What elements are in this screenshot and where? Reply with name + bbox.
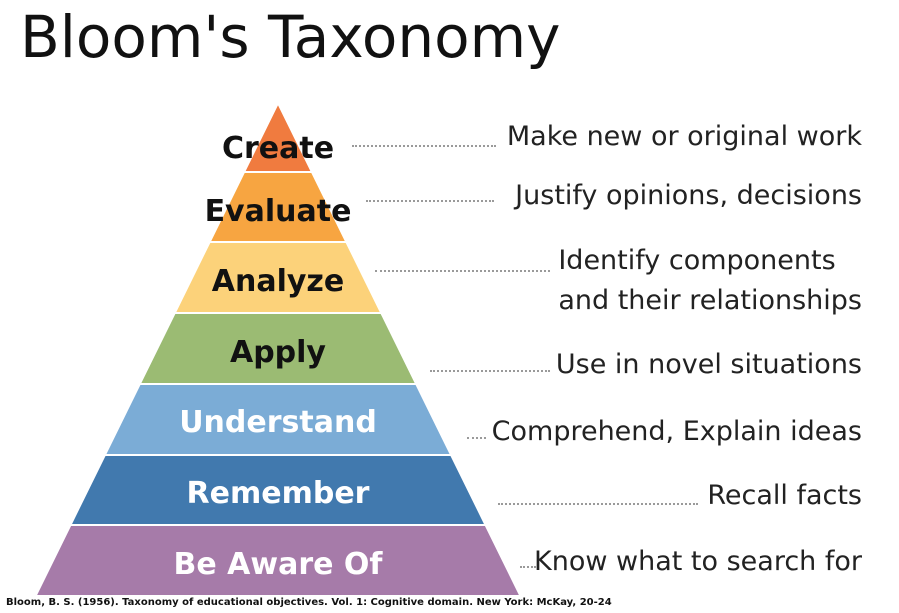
description-line: Know what to search for <box>534 546 862 577</box>
description-line: Use in novel situations <box>555 349 862 380</box>
citation: Bloom, B. S. (1956). Taxonomy of educati… <box>6 597 612 608</box>
leader-line <box>520 566 536 568</box>
description-line: Justify opinions, decisions <box>515 180 862 211</box>
level-description-understand: Comprehend, Explain ideas <box>492 412 862 452</box>
level-label-be-aware-of: Be Aware Of <box>174 547 384 582</box>
description-line: Make new or original work <box>506 121 862 152</box>
description-line: Recall facts <box>707 480 862 511</box>
leader-line <box>430 370 550 372</box>
level-description-analyze: Identify components and their relationshi… <box>558 241 862 321</box>
pyramid-band-be-aware-of <box>33 524 523 597</box>
leader-line <box>467 437 486 439</box>
description-line: and their relationships <box>558 285 862 316</box>
leader-line <box>375 270 550 272</box>
level-description-remember: Recall facts <box>707 476 862 516</box>
leader-line <box>366 200 494 202</box>
level-description-apply: Use in novel situations <box>556 345 862 385</box>
level-label-understand: Understand <box>179 405 377 440</box>
level-description-be-aware-of: Know what to search for <box>534 542 862 582</box>
level-label-analyze: Analyze <box>212 264 344 299</box>
level-description-evaluate: Justify opinions, decisions <box>515 176 862 216</box>
leader-line <box>352 145 496 147</box>
description-line: Identify components <box>558 245 836 276</box>
level-description-create: Make new or original work <box>507 117 862 157</box>
leader-line <box>498 503 698 505</box>
level-label-remember: Remember <box>187 476 370 511</box>
level-label-create: Create <box>222 131 334 166</box>
page-title: Bloom's Taxonomy <box>20 3 561 71</box>
description-line: Comprehend, Explain ideas <box>491 416 862 447</box>
level-label-evaluate: Evaluate <box>205 194 352 229</box>
level-label-apply: Apply <box>230 335 326 370</box>
